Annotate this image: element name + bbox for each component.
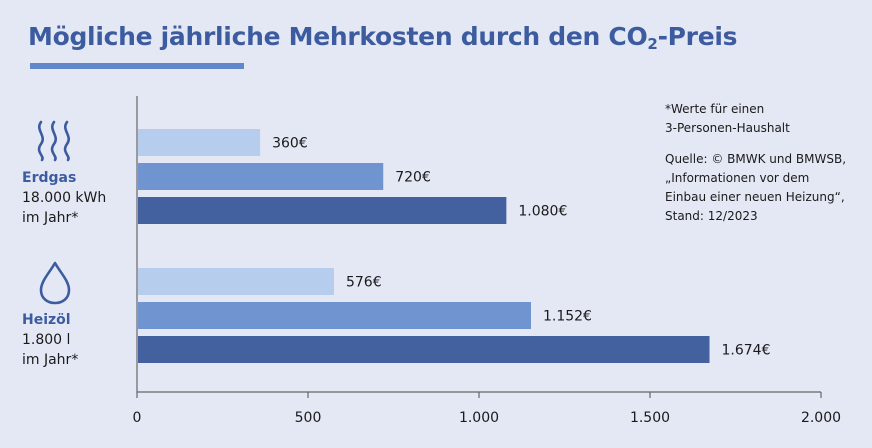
note-line: *Werte für einen (665, 102, 765, 116)
bar-value-label: 576€ (346, 275, 382, 291)
category-name: Erdgas (22, 170, 77, 186)
source-line: Einbau einer neuen Heizung“, (665, 190, 845, 204)
category-name: Heizöl (22, 312, 71, 328)
category-label-erdgas: Erdgas 18.000 kWh im Jahr* (22, 168, 106, 228)
title-main: Mögliche jährliche Mehrkosten durch den … (28, 22, 648, 51)
category-amount: 18.000 kWh (22, 190, 107, 206)
bar-value-label: 1.152€ (543, 309, 592, 325)
source-note: *Werte für einen 3-Personen-Haushalt Que… (665, 100, 846, 226)
source-line: „Informationen vor dem (665, 171, 810, 185)
bar-value-label: 720€ (395, 170, 431, 186)
bar-value-label: 360€ (272, 136, 308, 152)
bar (138, 163, 384, 190)
title-suffix: -Preis (657, 22, 738, 51)
category-period: im Jahr* (22, 352, 79, 368)
heat-waves-icon (37, 120, 70, 162)
category-amount: 1.800 l (22, 332, 71, 348)
source-line: Quelle: © BMWK und BMWSB, (665, 152, 847, 166)
x-tick-label: 1.000 (459, 410, 499, 426)
bar (138, 268, 334, 295)
bar (138, 129, 261, 156)
bar-value-label: 1.080€ (518, 204, 567, 220)
bar (138, 336, 710, 363)
note-line: 3-Personen-Haushalt (665, 121, 790, 135)
oil-drop-icon (39, 261, 71, 305)
category-period: im Jahr* (22, 210, 79, 226)
source-line: Stand: 12/2023 (665, 209, 758, 223)
x-tick-label: 500 (295, 410, 322, 426)
category-label-heizoel: Heizöl 1.800 l im Jahr* (22, 310, 78, 370)
chart-title: Mögliche jährliche Mehrkosten durch den … (28, 22, 738, 53)
bar (138, 197, 507, 224)
bar-value-label: 1.674€ (722, 343, 771, 359)
title-subscript: 2 (647, 35, 658, 53)
bar (138, 302, 531, 329)
x-tick-label: 1.500 (630, 410, 670, 426)
x-tick-label: 0 (133, 410, 142, 426)
x-tick-label: 2.000 (801, 410, 841, 426)
title-underline (30, 63, 244, 69)
